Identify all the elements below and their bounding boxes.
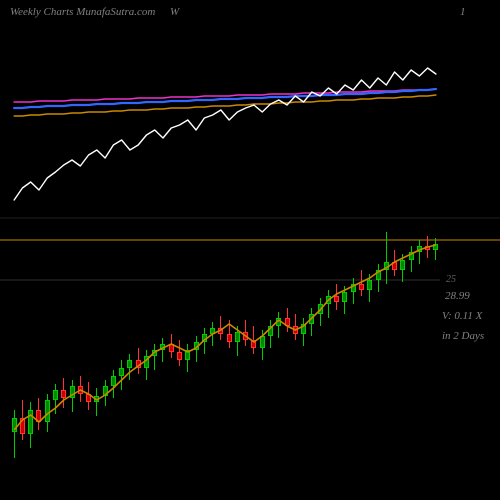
lower-ma-line bbox=[14, 245, 436, 430]
ma-overlay bbox=[0, 0, 500, 500]
